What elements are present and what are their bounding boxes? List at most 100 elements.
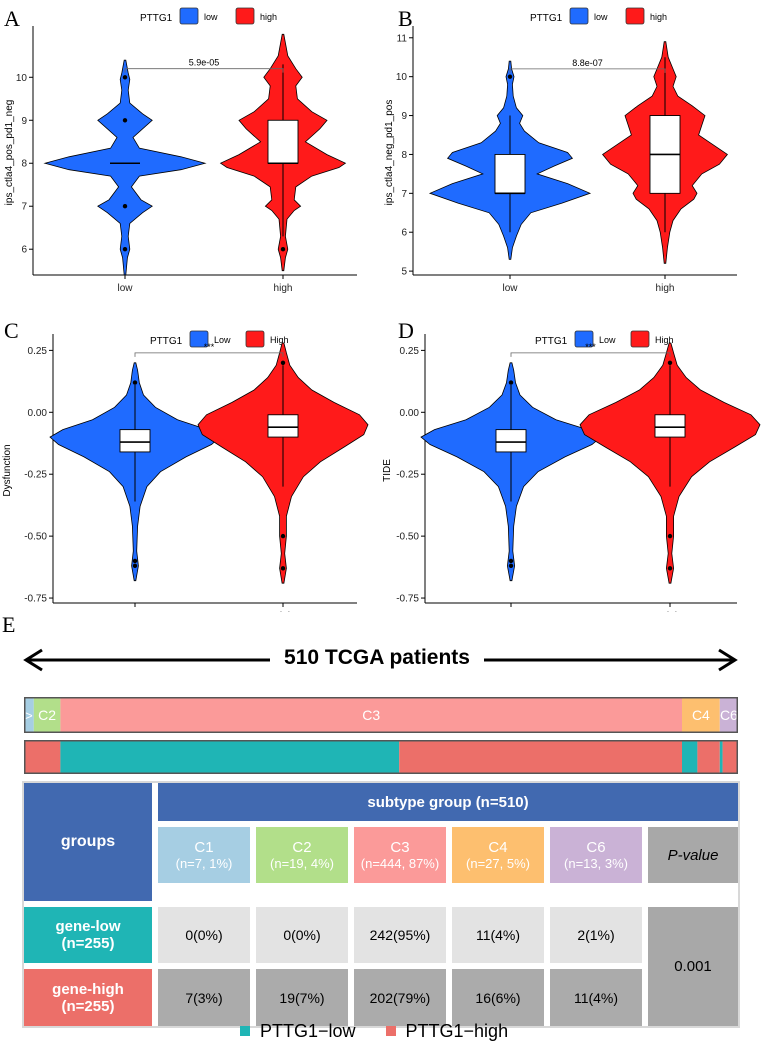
gene-segment-high — [722, 740, 738, 774]
table-cell: 242(95%) — [354, 907, 446, 963]
y-tick-label: 0.00 — [28, 408, 48, 419]
legend-swatch — [235, 7, 255, 25]
subtype-detail: (n=19, 4%) — [270, 856, 334, 871]
legend-item-low: PTTG1−low — [240, 1021, 356, 1042]
subtype-detail: (n=13, 3%) — [564, 856, 628, 871]
groups-header: groups — [24, 783, 152, 901]
x-tick-label: high — [656, 283, 675, 294]
table-cell: 2(1%) — [550, 907, 642, 963]
patients-title: 510 TCGA patients — [284, 646, 470, 669]
y-tick-label: 0.25 — [400, 346, 420, 357]
outlier-point — [132, 380, 138, 385]
outlier-point — [280, 566, 286, 571]
arrow-head-right — [718, 648, 738, 672]
y-tick-label: 5 — [401, 267, 407, 278]
y-tick-label: 9 — [401, 111, 407, 122]
panel-a: A PTTG1 low high 6 7 8 9 10 ips_ctla4_pos_pd1_neg… — [4, 6, 357, 294]
panel-c: C PTTG1 Low High -0.75 -0.50 -0.25 0.00 0.25 Dysf… — [2, 318, 369, 612]
significance-bracket — [124, 68, 284, 73]
subtype-bar-frame — [24, 697, 738, 733]
subtype-segment-c2 — [33, 697, 61, 733]
table-cell: 19(7%) — [256, 969, 348, 1026]
p-value-label: *** — [204, 342, 215, 352]
violin-panels: A PTTG1 low high 6 7 8 9 10 ips_ctla4_pos_pd1_neg… — [2, 6, 761, 612]
y-tick-label: -0.50 — [24, 532, 47, 543]
outlier-point — [508, 558, 514, 564]
box-iqr — [119, 429, 151, 453]
panel-letter: D — [398, 318, 414, 343]
p-value-label: 5.9e-05 — [189, 58, 220, 68]
x-tick-label: low — [117, 283, 133, 294]
outlier-point — [667, 533, 673, 539]
gene-segment-low — [682, 740, 698, 774]
legend-label: low — [594, 12, 608, 22]
subtype-cell-c6: C6 (n=13, 3%) — [550, 827, 642, 883]
subtype-name: C1 — [194, 839, 214, 856]
legend-label-high: PTTG1−high — [405, 1020, 509, 1041]
panel-letter: B — [398, 6, 413, 31]
y-tick-label: 9 — [21, 116, 27, 127]
subtype-segment-c4 — [682, 697, 720, 733]
subtype-detail: (n=444, 87%) — [360, 856, 440, 871]
significance-bracket — [509, 68, 666, 73]
x-tick-label: high — [274, 283, 293, 294]
y-tick-label: 0.25 — [28, 346, 48, 357]
legend-label: High — [270, 335, 289, 345]
legend-swatch-high — [385, 1026, 396, 1036]
legend-title: PTTG1 — [530, 13, 563, 24]
significance-bracket — [510, 352, 671, 357]
row-name: gene-low — [55, 918, 121, 935]
x-tick-label: low — [502, 283, 518, 294]
row-header-gene-low: gene-low (n=255) — [24, 907, 152, 963]
y-tick-label: -0.75 — [396, 594, 419, 605]
box-iqr — [494, 153, 526, 194]
box-iqr — [654, 414, 686, 438]
table-cell: 0(0%) — [256, 907, 348, 963]
subtype-segment-c6 — [719, 697, 738, 733]
gene-segment-low — [60, 740, 400, 774]
panel-b: B PTTG1 low high 5 6 7 8 9 10 11 ips_ctla4_neg_pd1_… — [384, 6, 737, 294]
gene-segment-low — [719, 740, 723, 774]
pvalue-cell: 0.001 — [648, 907, 738, 1026]
y-tick-label: -0.25 — [396, 470, 419, 481]
panel-e-legend: PTTG1−low PTTG1−high — [240, 1018, 508, 1044]
outlier-point — [280, 247, 286, 252]
subtype-segment-label: C6 — [720, 707, 738, 723]
subtype-cell-c3: C3 (n=444, 87%) — [354, 827, 446, 883]
legend-swatch — [245, 330, 265, 348]
patients-arrow — [23, 648, 738, 672]
legend: PTTG1 Low High — [535, 330, 674, 348]
gene-group-bar — [24, 740, 738, 774]
p-value-label: *** — [585, 342, 596, 352]
outlier-point — [122, 118, 128, 123]
table-cell: 202(79%) — [354, 969, 446, 1026]
table-cell: 16(6%) — [452, 969, 544, 1026]
x-tick-label: High — [273, 611, 294, 612]
subtype-name: C2 — [292, 839, 312, 856]
row-header-gene-high: gene-high (n=255) — [24, 969, 152, 1026]
panel-e-letter: E — [2, 612, 16, 637]
y-tick-label: 7 — [401, 189, 407, 200]
subtype-cell-c1: C1 (n=7, 1%) — [158, 827, 250, 883]
outlier-point — [132, 558, 138, 564]
outlier-point — [667, 566, 673, 571]
box-iqr — [495, 429, 527, 453]
table-cell: 11(4%) — [550, 969, 642, 1026]
subtype-name: C4 — [488, 839, 508, 856]
summary-table: groups subtype group (n=510) C1 (n=7, 1%… — [24, 783, 738, 1026]
table-cell: 0(0%) — [158, 907, 250, 963]
legend: PTTG1 low high — [530, 7, 667, 25]
gene-segment-high — [399, 740, 682, 774]
row-n: (n=255) — [61, 997, 115, 1015]
legend-swatch-low — [240, 1026, 250, 1036]
subtype-detail: (n=27, 5%) — [466, 856, 530, 871]
y-axis-label: ips_ctla4_pos_pd1_neg — [4, 100, 15, 206]
y-tick-label: 6 — [401, 228, 407, 239]
legend: PTTG1 low high — [140, 7, 277, 25]
y-tick-label: 6 — [21, 245, 27, 256]
subtype-segment-c3 — [60, 697, 682, 733]
outlier-point — [122, 75, 128, 80]
y-axis-label: ips_ctla4_neg_pd1_pos — [384, 100, 395, 206]
subtype-name: C6 — [586, 839, 606, 856]
y-tick-label: 8 — [401, 150, 407, 161]
